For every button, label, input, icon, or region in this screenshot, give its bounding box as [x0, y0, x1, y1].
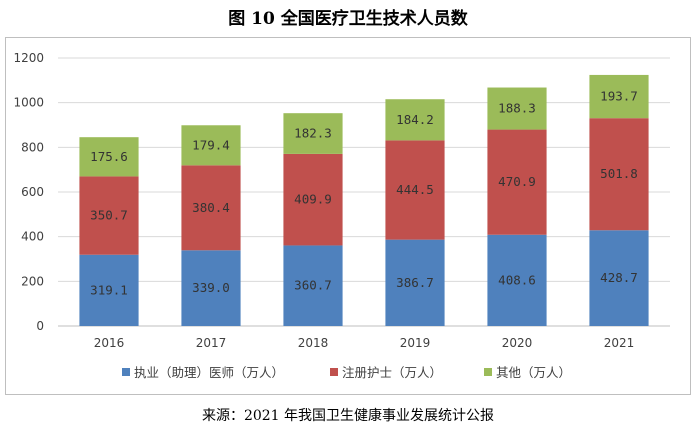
source-note: 来源：2021 年我国卫生健康事业发展统计公报	[201, 408, 495, 424]
bar-segment	[283, 153, 343, 246]
legend-swatch	[330, 368, 338, 376]
data-label: 193.7	[600, 89, 638, 104]
y-tick-label: 0	[36, 319, 44, 333]
x-tick-label: 2019	[400, 336, 431, 350]
bar-segment	[79, 137, 139, 177]
y-tick-label: 1000	[13, 96, 44, 110]
data-label: 175.6	[90, 149, 128, 164]
x-tick-label: 2017	[196, 336, 227, 350]
bar-segment	[589, 118, 649, 231]
data-label: 188.3	[498, 101, 536, 116]
bar-segment	[385, 239, 445, 326]
bar-segment	[181, 250, 241, 326]
data-label: 501.8	[600, 166, 638, 181]
bar-segment	[487, 129, 547, 235]
legend-label: 注册护士（万人）	[342, 365, 442, 380]
bar-segment	[487, 87, 547, 130]
data-label: 350.7	[90, 208, 128, 223]
bar-segment	[79, 254, 139, 326]
bar-segment	[79, 176, 139, 255]
data-label: 408.6	[498, 272, 536, 287]
y-tick-label: 1200	[13, 51, 44, 65]
y-tick-label: 400	[21, 230, 44, 244]
x-tick-label: 2021	[604, 336, 635, 350]
legend-label: 执业（助理）医师（万人）	[134, 365, 284, 380]
x-tick-label: 2016	[94, 336, 125, 350]
bar-segment	[589, 230, 649, 326]
bar-segment	[385, 99, 445, 141]
figure-title: 图 10 全国医疗卫生技术人员数	[228, 9, 468, 29]
data-label: 380.4	[192, 200, 230, 215]
data-label: 182.3	[294, 126, 332, 141]
data-label: 409.9	[294, 192, 332, 207]
data-label: 360.7	[294, 278, 332, 293]
bar-segment	[487, 234, 547, 326]
data-label: 444.5	[396, 182, 434, 197]
bar-segment	[283, 245, 343, 326]
bar-segment	[589, 74, 649, 119]
data-label: 319.1	[90, 282, 128, 297]
data-label: 386.7	[396, 275, 434, 290]
chart-frame	[5, 37, 691, 395]
bar-segment	[181, 125, 241, 166]
data-label: 179.4	[192, 137, 230, 152]
y-tick-label: 800	[21, 140, 44, 154]
data-label: 470.9	[498, 174, 536, 189]
data-label: 428.7	[600, 270, 638, 285]
legend-swatch	[484, 368, 492, 376]
x-tick-label: 2018	[298, 336, 329, 350]
data-label: 184.2	[396, 112, 434, 127]
bar-segment	[181, 165, 241, 251]
y-tick-label: 200	[21, 274, 44, 288]
legend-label: 其他（万人）	[496, 365, 571, 380]
x-tick-label: 2020	[502, 336, 533, 350]
bar-segment	[283, 113, 343, 154]
y-tick-label: 600	[21, 185, 44, 199]
data-label: 339.0	[192, 280, 230, 295]
bar-segment	[385, 140, 445, 240]
legend-swatch	[122, 368, 130, 376]
